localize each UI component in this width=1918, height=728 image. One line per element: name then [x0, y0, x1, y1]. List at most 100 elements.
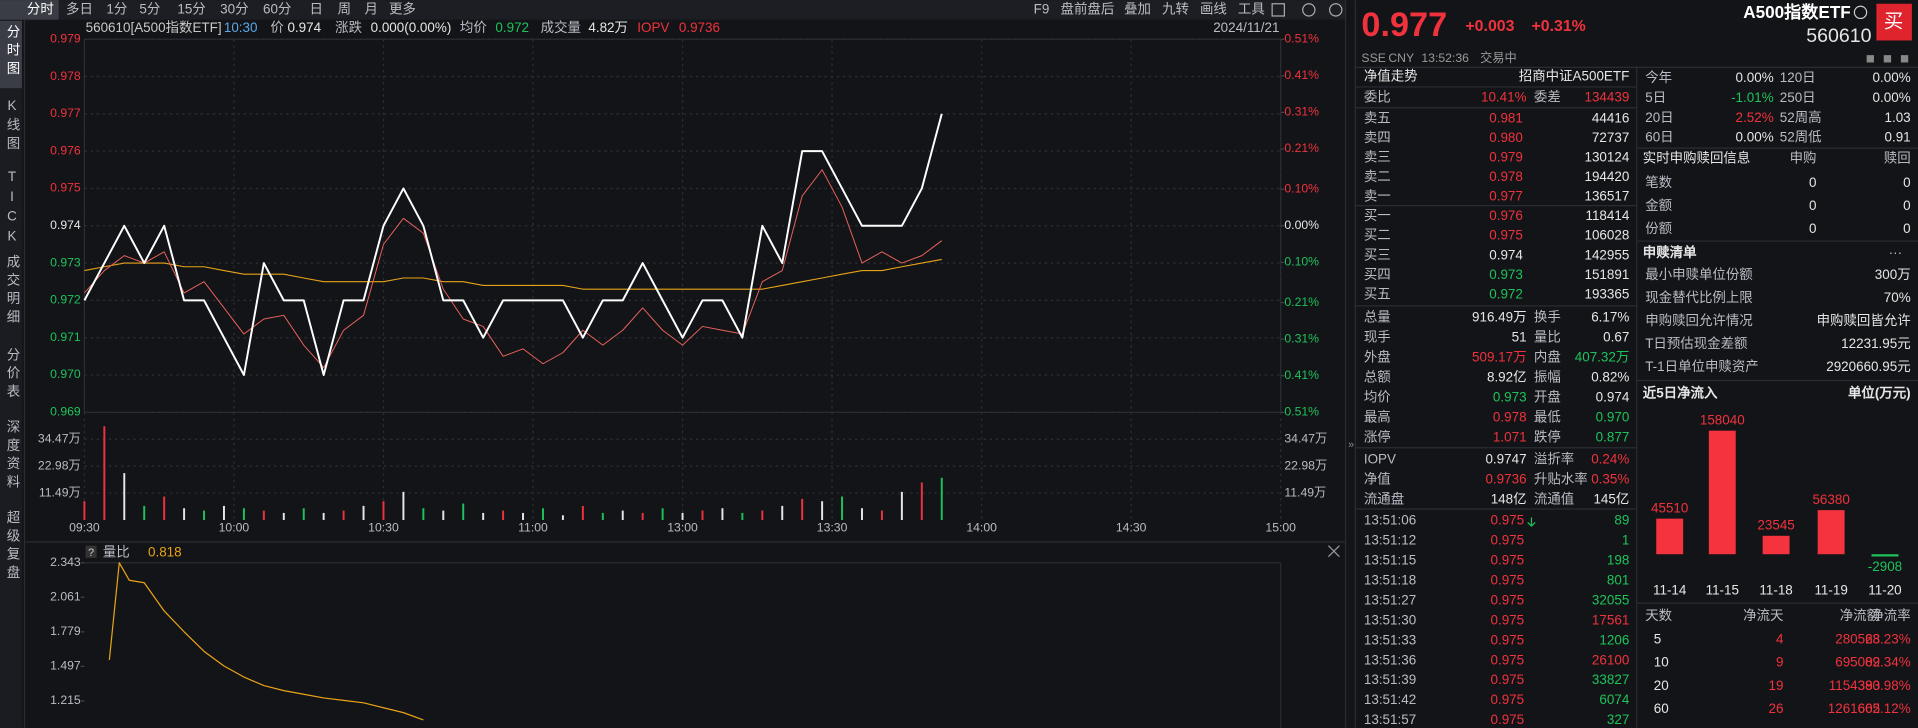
volume-bar	[183, 508, 186, 520]
side-tab[interactable]: 分价表	[4, 347, 20, 402]
icon[interactable]	[1329, 3, 1343, 17]
y-tick-label: 1.779	[50, 624, 81, 638]
data-label: 158040	[1700, 412, 1745, 427]
volume-bar	[422, 508, 425, 520]
label: 委比	[1364, 89, 1391, 104]
label: 120日	[1780, 70, 1816, 85]
tab[interactable]: 1分	[106, 1, 127, 16]
trade-volume: 6074	[1599, 692, 1629, 707]
tool-button[interactable]: 工具	[1238, 1, 1265, 16]
trade-volume: 26100	[1592, 652, 1629, 667]
book-price: 0.974	[1489, 247, 1523, 262]
volume-bar	[402, 491, 405, 520]
book-level: 买二	[1364, 228, 1391, 243]
table-cell: 19	[1768, 678, 1783, 693]
trade-time: 13:51:27	[1364, 592, 1416, 607]
volume-bar	[641, 512, 644, 520]
more-button[interactable]: ···	[1889, 245, 1902, 260]
label: 60日	[1645, 130, 1673, 145]
book-level: 卖一	[1364, 189, 1391, 204]
table-cell: 1154393	[1829, 678, 1880, 693]
y2-tick-label: 34.47万	[1284, 431, 1327, 445]
volume-bar	[442, 510, 445, 520]
close-icon[interactable]	[1327, 545, 1340, 558]
y-tick-label: 0.975	[50, 181, 81, 195]
icon[interactable]	[1302, 3, 1316, 17]
volume-bar	[561, 515, 564, 520]
return-value: 0.00%	[1873, 70, 1911, 85]
trade-time: 13:51:39	[1364, 672, 1416, 687]
stat-value: 916.49万	[1472, 310, 1527, 325]
label: T日预估现金差额	[1645, 336, 1748, 351]
book-level: 卖四	[1364, 130, 1391, 145]
volume-bar	[203, 510, 206, 520]
label: 20日	[1645, 110, 1673, 125]
side-tab[interactable]: TICK	[4, 169, 19, 249]
tab[interactable]: 月	[365, 1, 378, 16]
chart-title: 近5日净流入	[1643, 385, 1718, 401]
tab[interactable]: 30分	[220, 1, 248, 16]
tab[interactable]: 5分	[139, 1, 160, 16]
label: IOPV	[1364, 452, 1396, 467]
trade-time: 13:51:18	[1364, 573, 1416, 588]
tool-button[interactable]: F9	[1034, 1, 1050, 16]
side-tab[interactable]: K线图	[4, 98, 20, 155]
tab[interactable]: 日	[309, 1, 322, 16]
tab[interactable]: 15分	[177, 1, 205, 16]
help-icon[interactable]	[85, 545, 97, 558]
volume-bar	[382, 501, 385, 520]
side-tab[interactable]: 成交明细	[4, 254, 20, 328]
y2-tick-label: 0.41%	[1284, 368, 1319, 382]
x-tick-label: 11-20	[1868, 582, 1901, 597]
y2-tick-label: 11.49万	[1284, 485, 1326, 499]
label: 赎回	[1884, 151, 1911, 166]
side-tab[interactable]: 分时图	[4, 24, 20, 79]
book-volume: 136517	[1584, 189, 1629, 204]
tab[interactable]: 多日	[66, 0, 93, 16]
cursor-volume: 4.82万	[588, 20, 628, 35]
volume-bar	[880, 510, 883, 520]
volume-bar	[841, 496, 844, 520]
volume-bar	[920, 482, 923, 520]
label: 5日	[1645, 90, 1666, 105]
buy-button-bg[interactable]	[1876, 3, 1912, 41]
x-tick-label: 13:00	[667, 521, 698, 535]
info-icon[interactable]	[1853, 5, 1868, 20]
trade-price: 0.975	[1490, 712, 1524, 727]
y2-tick-label: 0.10%	[1284, 181, 1319, 195]
tool-button[interactable]: 画线	[1200, 1, 1227, 16]
buy-button[interactable]: 买	[1884, 10, 1904, 32]
side-tab[interactable]: 深度资料	[4, 419, 20, 493]
book-price: 0.979	[1489, 149, 1523, 164]
x-tick-label: 15:00	[1265, 521, 1296, 535]
tool-button[interactable]: 盘前盘后	[1061, 0, 1115, 16]
tool-button[interactable]: 叠加	[1124, 1, 1151, 16]
book-volume: 194420	[1584, 169, 1629, 184]
book-volume: 106028	[1584, 228, 1629, 243]
icon[interactable]	[1866, 55, 1874, 63]
trade-price: 0.975	[1490, 592, 1524, 607]
stat-value: 509.17万	[1472, 350, 1527, 365]
volume-bar	[761, 510, 764, 520]
book-volume: 44416	[1592, 110, 1629, 125]
label: T-1日单位申赎资产	[1645, 359, 1758, 374]
trade-volume: 89	[1614, 513, 1629, 528]
tool-button[interactable]: 九转	[1162, 1, 1189, 16]
tab[interactable]: 60分	[263, 1, 291, 16]
x-tick-label: 14:30	[1116, 521, 1147, 535]
volume-bar	[781, 505, 784, 520]
tab[interactable]: 更多	[389, 0, 416, 16]
icon[interactable]	[1883, 55, 1892, 63]
side-tab[interactable]: 超级复盘	[4, 510, 20, 584]
y2-tick-label: 0.31%	[1284, 105, 1319, 119]
y2-tick-label: 0.21%	[1284, 295, 1319, 309]
collapse-icon[interactable]: »	[1348, 439, 1354, 451]
table-cell: 23.23%	[1865, 631, 1911, 646]
icon[interactable]	[1271, 3, 1285, 17]
tab[interactable]: 分时	[27, 1, 54, 16]
x-tick-label: 11-18	[1759, 582, 1792, 597]
icon[interactable]	[1900, 55, 1909, 63]
tab[interactable]: 周	[338, 1, 351, 16]
chart-unit: 单位(万元)	[1848, 385, 1911, 401]
